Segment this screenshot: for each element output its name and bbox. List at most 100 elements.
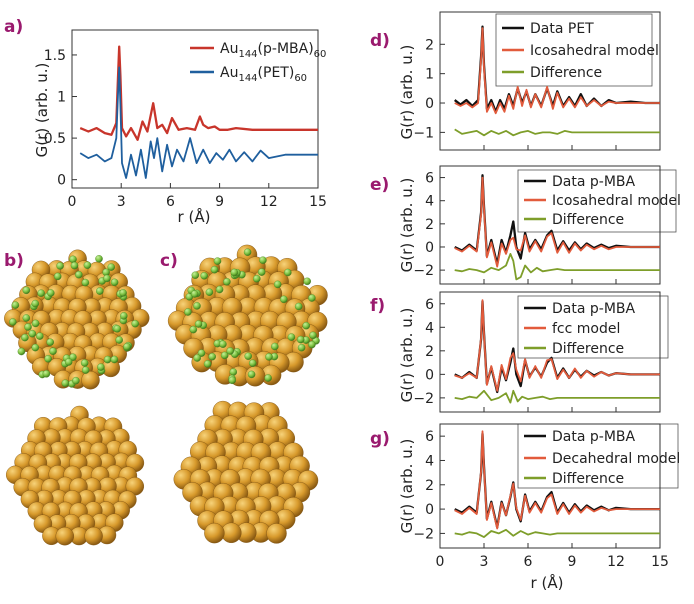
- ligand-atom: [226, 347, 234, 355]
- ligand-atom: [308, 340, 316, 349]
- legend-entry: Decahedral model: [552, 451, 680, 467]
- legend-mid: (p-MBA): [258, 41, 314, 57]
- ligand-atom: [244, 352, 252, 360]
- ligand-atom: [119, 289, 127, 297]
- panel-a-legend: Au144(p-MBA)60 Au144(PET)60: [190, 41, 326, 84]
- cluster-b-core-image: [5, 405, 145, 546]
- gold-atom: [204, 522, 225, 544]
- y-tick-label: 6: [425, 429, 434, 445]
- ligand-atom: [31, 319, 40, 328]
- x-tick-label: 9: [568, 554, 577, 570]
- ligand-atom: [110, 278, 119, 287]
- ligand-atom: [22, 286, 31, 295]
- cluster-b-ligated-image: [4, 249, 150, 390]
- ligand-atom: [61, 379, 70, 387]
- ligand-atom: [69, 353, 77, 361]
- y-tick-label: −2: [413, 263, 434, 279]
- series-line-orange: [454, 176, 660, 268]
- ligand-atom: [113, 325, 122, 333]
- ligand-atom: [49, 347, 57, 355]
- ligand-atom: [75, 270, 83, 279]
- ligand-atom: [273, 280, 282, 289]
- ligand-atom: [194, 320, 203, 328]
- ligand-atom: [80, 359, 89, 367]
- ligand-atom: [296, 335, 305, 344]
- ligand-atom: [110, 355, 119, 364]
- x-tick-label: 12: [607, 554, 625, 570]
- ligand-atom: [103, 274, 111, 283]
- panel-g-chart: g) G(r) (arb. u.) r (Å) Data p-MBA Decah…: [370, 423, 680, 592]
- ligand-atom: [81, 278, 90, 287]
- y-tick-label: 2: [425, 37, 434, 53]
- ligand-atom: [37, 289, 45, 297]
- panel-label-f: f): [370, 296, 385, 316]
- y-tick-label: 0: [57, 173, 66, 189]
- legend-base: Au: [220, 41, 238, 57]
- ligand-atom: [253, 274, 261, 283]
- x-tick-label: 0: [68, 194, 77, 210]
- ligand-atom: [103, 355, 112, 364]
- x-tick-label: 6: [166, 194, 175, 210]
- legend-entry: Data PET: [530, 21, 594, 37]
- panel-d-ylabel: G(r) (arb. u.): [398, 45, 416, 140]
- legend-entry: Au144(p-MBA)60: [220, 41, 326, 60]
- y-tick-label: −1: [413, 125, 434, 141]
- panel-a-ylabel: G(r) (arb. u.): [33, 63, 51, 158]
- legend-sub: 60: [294, 73, 307, 84]
- ligand-atom: [123, 343, 131, 351]
- legend-entry: Data p-MBA: [552, 429, 636, 445]
- ligand-atom: [230, 268, 239, 277]
- ligand-atom: [44, 355, 52, 363]
- ligand-atom: [189, 325, 198, 334]
- ligand-atom: [190, 290, 199, 298]
- legend-entry: Data p-MBA: [552, 301, 636, 317]
- panel-c: c): [160, 244, 328, 544]
- legend-entry: Au144(PET)60: [220, 65, 307, 84]
- legend-sub: 144: [238, 49, 257, 60]
- ligand-atom: [197, 349, 206, 357]
- ligand-atom: [308, 294, 316, 302]
- panel-g-xlabel: r (Å): [531, 573, 564, 592]
- series-line-blue: [79, 66, 318, 179]
- ligand-atom: [205, 288, 214, 296]
- y-tick-label: −2: [413, 391, 434, 407]
- x-tick-label: 9: [215, 194, 224, 210]
- ligand-atom: [115, 336, 123, 344]
- panel-e-legend: Data p-MBA Icosahedral model Difference: [517, 169, 681, 233]
- ligand-atom: [31, 299, 40, 308]
- y-tick-label: 0: [425, 240, 434, 256]
- ligand-atom: [97, 363, 105, 371]
- panel-label-e: e): [370, 175, 389, 195]
- ligand-atom: [28, 329, 37, 338]
- panel-g-ylabel: G(r) (arb. u.): [398, 439, 416, 534]
- ligand-atom: [53, 272, 62, 281]
- ligand-atom: [193, 302, 201, 310]
- series-line-green: [454, 128, 660, 137]
- y-tick-label: 0.5: [44, 131, 66, 147]
- ligand-atom: [184, 308, 192, 316]
- ligand-atom: [264, 374, 272, 382]
- legend-mid: (PET): [258, 65, 295, 81]
- ligand-atom: [203, 360, 212, 368]
- ligand-atom: [210, 265, 219, 274]
- legend-entry: Icosahedral model: [530, 43, 659, 59]
- y-tick-label: 2: [425, 478, 434, 494]
- y-tick-label: 1.5: [44, 48, 66, 64]
- y-tick-label: 0: [425, 96, 434, 112]
- ligand-atom: [287, 333, 296, 341]
- y-tick-label: 6: [425, 171, 434, 187]
- cluster-c-ligated-image: [167, 244, 328, 387]
- x-tick-label: 3: [480, 554, 489, 570]
- series-line-red: [79, 45, 318, 141]
- x-tick-label: 0: [436, 554, 445, 570]
- y-tick-label: 0: [425, 367, 434, 383]
- ligand-atom: [46, 338, 54, 346]
- panel-label-d: d): [370, 31, 390, 51]
- panel-b: b): [4, 249, 150, 546]
- ligand-atom: [280, 295, 288, 304]
- y-tick-label: 2: [425, 344, 434, 360]
- panel-d-chart: d) G(r) (arb. u.) Data PET Icosahedral m…: [370, 11, 661, 151]
- cluster-c-core-image: [173, 400, 319, 544]
- panel-label-b: b): [4, 251, 24, 271]
